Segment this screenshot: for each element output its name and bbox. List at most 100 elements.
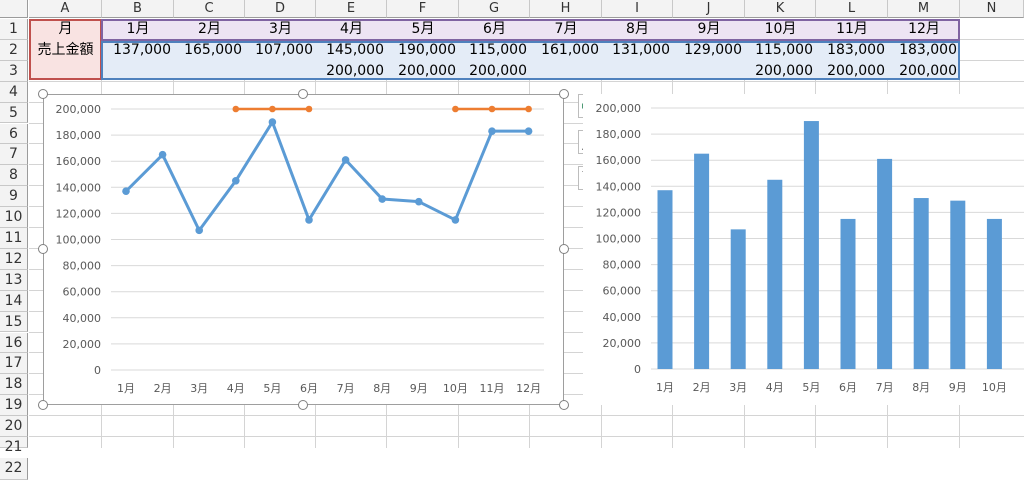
resize-handle[interactable] <box>559 400 569 410</box>
row-header-20[interactable]: 20 <box>0 416 28 437</box>
row-header-6[interactable]: 6 <box>0 123 28 145</box>
column-header-c[interactable]: C <box>174 0 245 18</box>
row-header-9[interactable]: 9 <box>0 186 28 208</box>
column-header-b[interactable]: B <box>102 0 174 18</box>
cell-sales[interactable]: 107,000 <box>255 42 313 58</box>
y-tick-label: 180,000 <box>56 129 102 142</box>
row-header-14[interactable]: 14 <box>0 290 28 312</box>
row-header-21[interactable]: 21 <box>0 437 28 455</box>
cell-target[interactable]: 200,000 <box>755 63 813 79</box>
column-header-g[interactable]: G <box>459 0 530 18</box>
row-header-7[interactable]: 7 <box>0 144 28 166</box>
cell-sales[interactable]: 129,000 <box>684 42 742 58</box>
column-header-d[interactable]: D <box>245 0 316 18</box>
column-header-i[interactable]: I <box>602 0 673 18</box>
row-header-15[interactable]: 15 <box>0 311 28 333</box>
resize-handle[interactable] <box>559 89 569 99</box>
bar <box>986 218 1002 369</box>
resize-handle[interactable] <box>559 244 569 254</box>
cell-a1[interactable]: 月 <box>58 21 73 37</box>
data-point <box>415 197 423 206</box>
cell-a2[interactable]: 売上金額 <box>37 42 94 58</box>
resize-handle[interactable] <box>38 89 48 99</box>
column-header-a[interactable]: A <box>29 0 102 18</box>
cell-month-header[interactable]: 5月 <box>411 21 435 37</box>
cell-sales[interactable]: 161,000 <box>541 42 599 58</box>
x-tick-label: 8月 <box>373 382 391 395</box>
row-header-13[interactable]: 13 <box>0 269 28 291</box>
cell-target[interactable]: 200,000 <box>398 63 456 79</box>
cell-target[interactable]: 200,000 <box>326 63 384 79</box>
row-header-8[interactable]: 8 <box>0 165 28 187</box>
cell-sales[interactable]: 115,000 <box>469 42 527 58</box>
selected-cells-a[interactable] <box>29 19 102 80</box>
column-header-e[interactable]: E <box>316 0 387 18</box>
row-header-18[interactable]: 18 <box>0 374 28 396</box>
row-header-16[interactable]: 16 <box>0 332 28 354</box>
row-header-19[interactable]: 19 <box>0 395 28 417</box>
cell-month-header[interactable]: 2月 <box>198 21 221 37</box>
row-header-3[interactable]: 3 <box>0 60 28 82</box>
cell-month-header[interactable]: 12月 <box>908 21 940 37</box>
x-tick-label: 1月 <box>656 381 674 394</box>
row-header-1[interactable]: 1 <box>0 19 28 40</box>
resize-handle[interactable] <box>298 89 308 99</box>
row-header-2[interactable]: 2 <box>0 39 28 61</box>
y-tick-label: 100,000 <box>596 233 642 246</box>
cell-month-header[interactable]: 3月 <box>269 21 292 37</box>
cell-target[interactable]: 200,000 <box>899 63 957 79</box>
row-header-11[interactable]: 11 <box>0 228 28 249</box>
cell-sales[interactable]: 183,000 <box>827 42 885 58</box>
cell-target[interactable]: 200,000 <box>827 63 885 79</box>
data-point <box>195 226 203 235</box>
cell-target[interactable]: 200,000 <box>469 63 527 79</box>
x-tick-label: 5月 <box>263 382 281 395</box>
column-header-f[interactable]: F <box>387 0 459 18</box>
data-point <box>488 105 496 113</box>
cell-sales[interactable]: 165,000 <box>184 42 242 58</box>
resize-handle[interactable] <box>38 400 48 410</box>
row-header-22[interactable]: 22 <box>0 457 28 480</box>
cell-sales[interactable]: 115,000 <box>755 42 813 58</box>
cell-sales[interactable]: 190,000 <box>398 42 456 58</box>
cell-month-header[interactable]: 10月 <box>764 21 797 37</box>
column-header-l[interactable]: L <box>816 0 888 18</box>
y-tick-label: 0 <box>634 363 641 376</box>
row-header-12[interactable]: 12 <box>0 248 28 270</box>
resize-handle[interactable] <box>298 400 308 410</box>
y-tick-label: 140,000 <box>56 181 102 194</box>
x-tick-label: 5月 <box>802 381 820 394</box>
cell-sales[interactable]: 145,000 <box>326 42 384 58</box>
row-header-17[interactable]: 17 <box>0 353 28 375</box>
data-point <box>378 195 387 203</box>
cell-month-header[interactable]: 4月 <box>340 21 363 37</box>
select-all-corner[interactable] <box>0 0 28 18</box>
cell-month-header[interactable]: 8月 <box>626 21 649 37</box>
cell-month-header[interactable]: 1月 <box>126 21 150 37</box>
column-header-j[interactable]: J <box>673 0 745 18</box>
cell-month-header[interactable]: 6月 <box>483 21 506 37</box>
row-header-5[interactable]: 5 <box>0 102 28 124</box>
cell-month-header[interactable]: 7月 <box>554 21 578 37</box>
x-tick-label: 9月 <box>949 381 967 394</box>
cell-sales[interactable]: 137,000 <box>113 42 171 58</box>
bar-chart[interactable]: 0 20,000 40,000 60,000 80,000 100,000 120,000 1… <box>583 94 1024 405</box>
column-header-m[interactable]: M <box>888 0 960 18</box>
cell-month-header[interactable]: 9月 <box>697 21 721 37</box>
x-tick-label: 10月 <box>443 382 468 395</box>
line-chart-canvas: 0 20,000 40,000 60,000 80,000 100,000 120,000 1… <box>56 103 544 395</box>
cell-sales[interactable]: 183,000 <box>899 42 957 58</box>
x-tick-label: 9月 <box>410 382 428 395</box>
data-point <box>232 105 240 113</box>
column-header-k[interactable]: K <box>745 0 816 18</box>
column-header-n[interactable]: N <box>960 0 1024 18</box>
row-header-10[interactable]: 10 <box>0 207 28 228</box>
row-header-4[interactable]: 4 <box>0 81 28 103</box>
column-header-h[interactable]: H <box>530 0 602 18</box>
line-chart[interactable]: 0 20,000 40,000 60,000 80,000 100,000 120,000 1… <box>43 94 564 405</box>
cell-month-header[interactable]: 11月 <box>836 21 868 37</box>
x-tick-label: 4月 <box>227 382 245 395</box>
resize-handle[interactable] <box>38 244 48 254</box>
cell-sales[interactable]: 131,000 <box>612 42 670 58</box>
